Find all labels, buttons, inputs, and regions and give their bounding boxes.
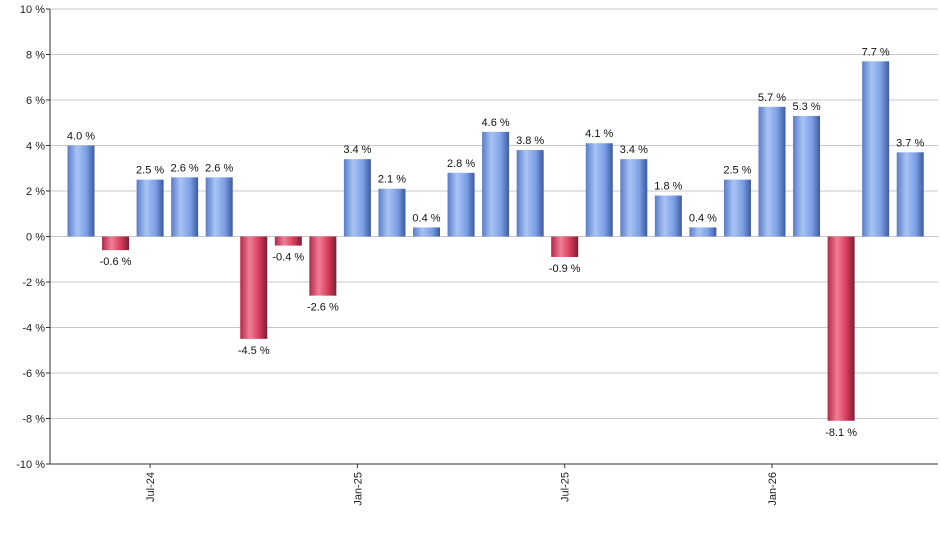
bar-negative bbox=[102, 236, 130, 251]
bar-value-label: 4.0 % bbox=[67, 131, 95, 143]
bar-negative bbox=[240, 236, 268, 339]
y-tick-label: 6 % bbox=[26, 95, 45, 107]
bar-positive bbox=[482, 131, 510, 237]
bar-positive bbox=[205, 177, 233, 237]
bar-positive bbox=[413, 227, 440, 237]
bar-value-label: 0.4 % bbox=[412, 212, 440, 224]
y-tick-labels: 10 % 8 % 6 % 4 % 2 % 0 % -2 % -4 % -6 % -8 % -10 % bbox=[16, 4, 45, 471]
x-tick-label: Jan-26 bbox=[767, 472, 779, 506]
bar-value-label: 2.5 % bbox=[723, 165, 751, 177]
bar-value-label: 5.7 % bbox=[758, 92, 786, 104]
bar-negative bbox=[274, 236, 302, 246]
bar-positive bbox=[343, 159, 371, 237]
y-tick-label: 0 % bbox=[26, 232, 45, 244]
bar-value-label: 1.8 % bbox=[654, 181, 682, 193]
y-tick-label: -10 % bbox=[16, 459, 45, 471]
bar-value-label: -2.6 % bbox=[307, 302, 339, 314]
bar-value-label: -8.1 % bbox=[825, 427, 857, 439]
bar-positive bbox=[136, 179, 164, 237]
bar-positive bbox=[654, 195, 682, 237]
bar-value-label: 2.8 % bbox=[447, 158, 475, 170]
bar-value-label: 2.5 % bbox=[136, 165, 164, 177]
bar-negative bbox=[551, 236, 579, 257]
bar-value-label: 2.1 % bbox=[378, 174, 406, 186]
bar-value-label: 0.4 % bbox=[689, 212, 717, 224]
bar-positive bbox=[516, 150, 544, 237]
data-labels: 4.0 % -0.6 % 2.5 % 2.6 % 2.6 % -4.5 % -0.4 % -2… bbox=[67, 46, 925, 438]
bar-value-label: 7.7 % bbox=[862, 46, 890, 58]
bar-value-label: 4.6 % bbox=[482, 117, 510, 129]
y-tick-label: -6 % bbox=[22, 368, 45, 380]
bar-positive bbox=[758, 106, 786, 237]
y-tick-label: -2 % bbox=[22, 277, 45, 289]
bar-value-label: 5.3 % bbox=[792, 101, 820, 113]
bar-value-label: -0.9 % bbox=[549, 263, 581, 275]
bar-positive bbox=[67, 145, 95, 237]
bar-positive bbox=[723, 179, 751, 237]
bar-value-label: 2.6 % bbox=[171, 162, 199, 174]
x-tick-label: Jul-25 bbox=[560, 472, 572, 502]
bar-value-label: 2.6 % bbox=[205, 162, 233, 174]
y-tick-label: -4 % bbox=[22, 323, 45, 335]
bar-value-label: 3.4 % bbox=[620, 144, 648, 156]
bar-value-label: 3.4 % bbox=[343, 144, 371, 156]
y-tick-label: 8 % bbox=[26, 50, 45, 62]
bar-value-label: -0.6 % bbox=[100, 256, 132, 268]
bars bbox=[67, 61, 924, 421]
x-tick-labels: Jul-24 Jan-25 Jul-25 Jan-26 bbox=[145, 472, 779, 506]
bar-value-label: 3.7 % bbox=[896, 137, 924, 149]
y-tick-label: 2 % bbox=[26, 186, 45, 198]
bar-value-label: 3.8 % bbox=[516, 135, 544, 147]
y-tick-label: -8 % bbox=[22, 414, 45, 426]
bar-positive bbox=[171, 177, 199, 237]
bar-positive bbox=[585, 143, 613, 237]
bar-positive bbox=[620, 159, 648, 237]
axes bbox=[46, 8, 938, 468]
bar-value-label: 4.1 % bbox=[585, 128, 613, 140]
bar-value-label: -4.5 % bbox=[238, 345, 270, 357]
bar-positive bbox=[689, 227, 717, 237]
y-tick-label: 10 % bbox=[20, 4, 45, 16]
x-tick-label: Jan-25 bbox=[352, 472, 364, 506]
bar-positive bbox=[793, 115, 821, 237]
bar-positive bbox=[447, 172, 475, 237]
y-tick-label: 4 % bbox=[26, 141, 45, 153]
bar-positive bbox=[378, 188, 406, 237]
bar-value-label: -0.4 % bbox=[272, 252, 304, 264]
bar-positive bbox=[862, 61, 890, 237]
bar-positive bbox=[896, 152, 924, 237]
x-tick-label: Jul-24 bbox=[145, 472, 157, 502]
bar-negative bbox=[309, 236, 337, 296]
bar-negative bbox=[827, 236, 855, 421]
